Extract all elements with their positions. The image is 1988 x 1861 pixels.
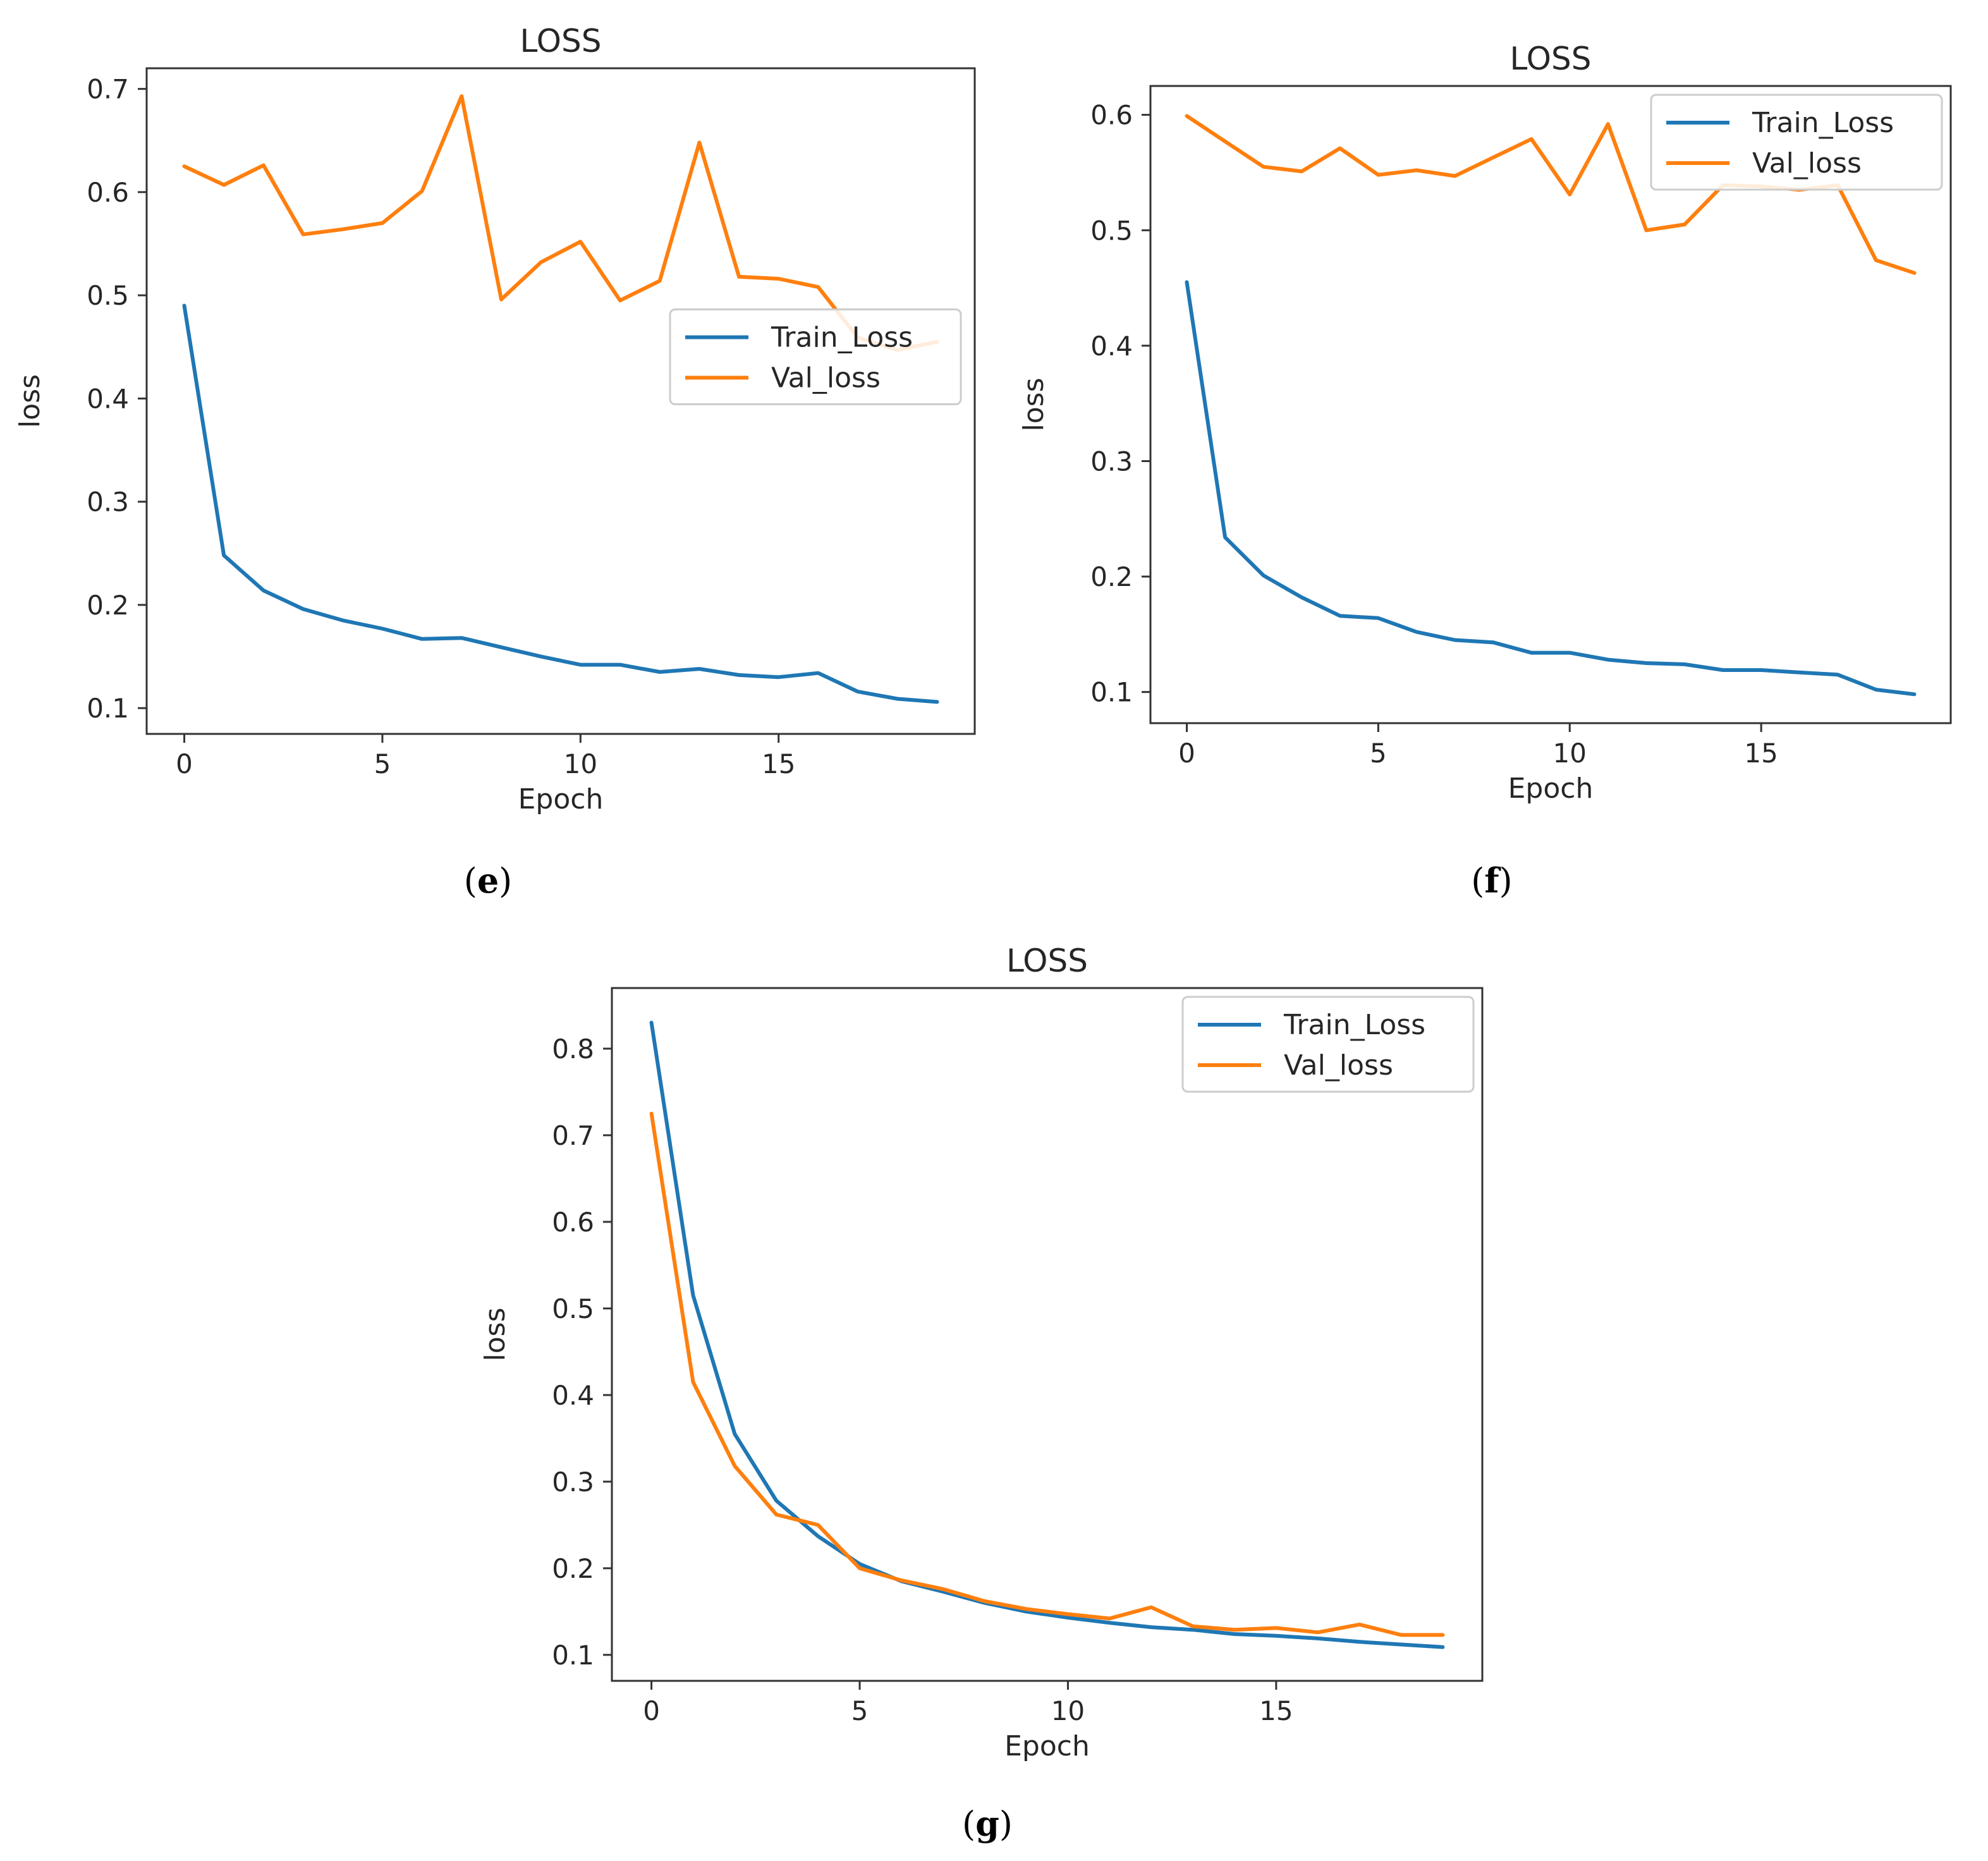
y-tick-label: 0.4 bbox=[1090, 331, 1133, 362]
series-line-val-loss-g bbox=[649, 1111, 1445, 1637]
chart-title-g: LOSS bbox=[1006, 943, 1088, 979]
chart-title-e: LOSS bbox=[520, 23, 602, 59]
chart-panel-g: LOSS 0 5 10 15 0.1 0.2 0.3 0.4 0.5 0.6 0.7 0.8 Epoch l… bbox=[479, 943, 1484, 1762]
legend-f: Train_Loss Val_loss bbox=[1650, 94, 1943, 191]
x-tick-label: 5 bbox=[374, 748, 391, 779]
series-line-train-loss-f bbox=[1185, 280, 1917, 697]
x-tick-label: 15 bbox=[1259, 1695, 1293, 1726]
legend-label-val-loss: Val_loss bbox=[1284, 1049, 1393, 1082]
plot-frame-f bbox=[1149, 85, 1952, 724]
x-tick-label: 10 bbox=[564, 748, 597, 779]
legend-label-val-loss: Val_loss bbox=[771, 362, 881, 394]
y-tick-label: 0.2 bbox=[87, 590, 129, 621]
caption-e: (e) bbox=[464, 860, 513, 901]
y-tick-label: 0.3 bbox=[1090, 446, 1133, 477]
y-tick-label: 0.3 bbox=[552, 1467, 594, 1498]
legend-box bbox=[1181, 996, 1475, 1093]
y-tick-label: 0.6 bbox=[552, 1207, 594, 1238]
chart-panel-e: LOSS 0 5 10 15 0.1 0.2 0.3 0.4 0.5 0.6 0.7 Epoch loss… bbox=[14, 23, 976, 815]
y-axis-label-e: loss bbox=[14, 374, 46, 428]
y-tick-label: 0.4 bbox=[552, 1380, 594, 1411]
y-tick-label: 0.6 bbox=[1090, 100, 1133, 131]
x-tick-label: 0 bbox=[1178, 738, 1195, 769]
y-axis-label-g: loss bbox=[479, 1308, 511, 1362]
legend-label-train-loss: Train_Loss bbox=[1283, 1009, 1425, 1041]
y-tick-label: 0.1 bbox=[87, 693, 129, 724]
chart-panel-f: LOSS 0 5 10 15 0.1 0.2 0.3 0.4 0.5 0.6 Epoch loss Tra… bbox=[1018, 40, 1952, 805]
y-tick-label: 0.2 bbox=[1090, 561, 1133, 592]
caption-e-letter: e bbox=[477, 860, 499, 901]
caption-g: (g) bbox=[962, 1803, 1013, 1844]
y-tick-label: 0.7 bbox=[87, 74, 129, 105]
x-tick-label: 0 bbox=[643, 1695, 660, 1726]
caption-f-letter: f bbox=[1484, 860, 1501, 901]
plot-frame-g bbox=[611, 987, 1484, 1682]
y-tick-label: 0.1 bbox=[1090, 677, 1133, 708]
x-tick-label: 15 bbox=[762, 748, 795, 779]
x-tick-label: 15 bbox=[1744, 738, 1778, 769]
legend-g: Train_Loss Val_loss bbox=[1181, 996, 1475, 1093]
y-axis-label-f: loss bbox=[1018, 378, 1050, 432]
x-tick-label: 5 bbox=[1370, 738, 1387, 769]
y-tick-label: 0.5 bbox=[87, 280, 129, 311]
y-tick-label: 0.1 bbox=[552, 1640, 594, 1671]
legend-label-train-loss: Train_Loss bbox=[771, 322, 913, 354]
y-tick-label: 0.8 bbox=[552, 1034, 594, 1065]
caption-g-letter: g bbox=[975, 1803, 999, 1844]
y-tick-label: 0.5 bbox=[552, 1293, 594, 1324]
x-tick-label: 10 bbox=[1553, 738, 1587, 769]
y-tick-label: 0.5 bbox=[1090, 215, 1133, 246]
chart-title-f: LOSS bbox=[1510, 40, 1592, 77]
legend-box bbox=[669, 308, 962, 405]
y-tick-label: 0.6 bbox=[87, 177, 129, 208]
series-line-train-loss-g bbox=[649, 1020, 1445, 1649]
legend-e: Train_Loss Val_loss bbox=[669, 308, 962, 405]
x-tick-label: 5 bbox=[851, 1695, 869, 1726]
y-tick-label: 0.2 bbox=[552, 1553, 594, 1584]
y-tick-label: 0.7 bbox=[552, 1120, 594, 1151]
x-axis-label-f: Epoch bbox=[1508, 772, 1594, 805]
x-tick-label: 0 bbox=[176, 748, 193, 779]
x-axis-label-e: Epoch bbox=[518, 783, 604, 815]
legend-box bbox=[1650, 94, 1943, 191]
y-tick-label: 0.3 bbox=[87, 487, 129, 518]
series-line-val-loss-e bbox=[182, 94, 939, 352]
y-tick-label: 0.4 bbox=[87, 383, 129, 414]
caption-f: (f) bbox=[1471, 860, 1512, 901]
legend-label-train-loss: Train_Loss bbox=[1752, 107, 1894, 139]
x-tick-label: 10 bbox=[1051, 1695, 1085, 1726]
legend-label-val-loss: Val_loss bbox=[1752, 147, 1862, 180]
plot-frame-e bbox=[145, 67, 976, 735]
x-axis-label-g: Epoch bbox=[1004, 1730, 1090, 1762]
series-line-train-loss-e bbox=[182, 303, 939, 704]
